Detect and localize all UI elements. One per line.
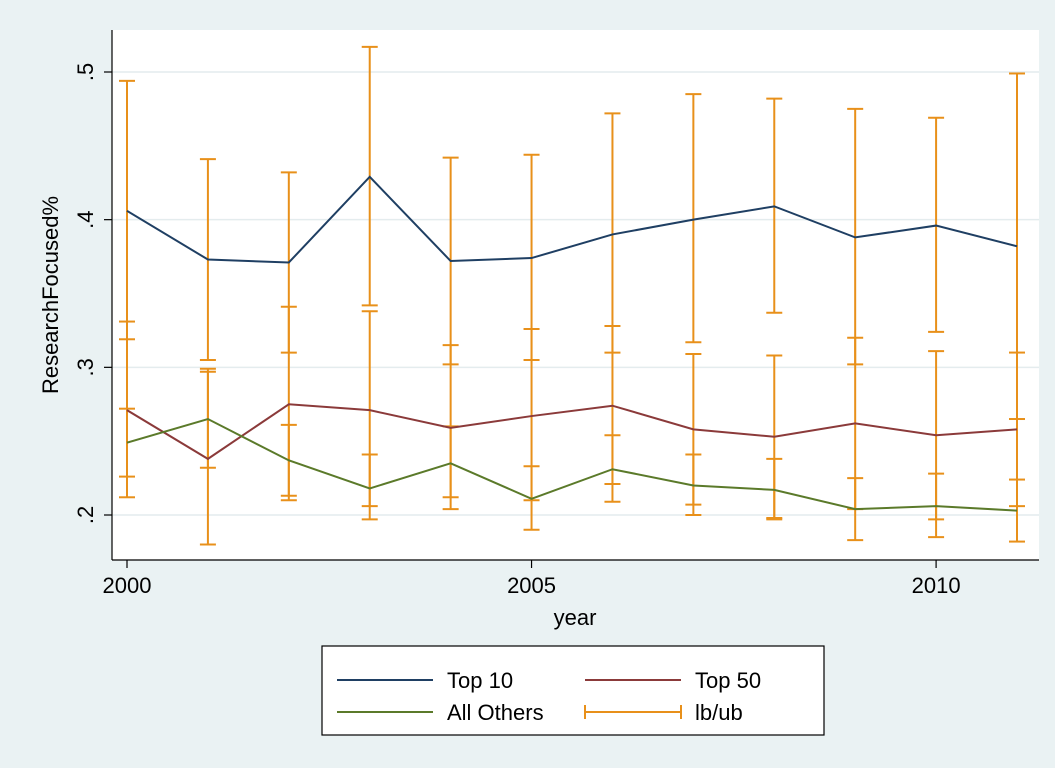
- x-ticks: 2000 2005 2010: [103, 560, 961, 598]
- error-bar: [280, 423, 297, 502]
- x-tick-label: 2000: [103, 573, 152, 598]
- series-line-top-50: [126, 403, 1018, 461]
- x-tick-label: 2005: [507, 573, 556, 598]
- y-axis-title: ResearchFocused%: [38, 196, 63, 394]
- y-tick-label: .3: [73, 358, 98, 376]
- gridlines: [112, 71, 1039, 516]
- x-tick-label: 2010: [912, 573, 961, 598]
- plot-area: [112, 30, 1039, 560]
- legend: Top 10 Top 50 All Others lb/ub: [321, 645, 825, 736]
- y-tick-label: .2: [73, 506, 98, 524]
- x-axis-title: year: [554, 605, 597, 630]
- legend-item: Top 10: [337, 668, 513, 693]
- y-ticks: .2 .3 .4 .5: [73, 63, 112, 524]
- legend-item: All Others: [337, 700, 544, 725]
- legend-label: Top 50: [695, 668, 761, 693]
- legend-item: lb/ub: [584, 700, 743, 725]
- legend-box: [321, 645, 825, 736]
- legend-label: All Others: [447, 700, 544, 725]
- legend-item: Top 50: [585, 668, 761, 693]
- error-bar: [361, 453, 378, 521]
- error-bar: [685, 93, 702, 344]
- legend-label: lb/ub: [695, 700, 743, 725]
- y-tick-label: .5: [73, 63, 98, 81]
- y-tick-label: .4: [73, 210, 98, 228]
- series-lines: [126, 175, 1018, 512]
- series-line-all-others: [126, 417, 1018, 512]
- legend-label: Top 10: [447, 668, 513, 693]
- series-line-top-10: [126, 175, 1018, 264]
- axes: [111, 30, 1039, 561]
